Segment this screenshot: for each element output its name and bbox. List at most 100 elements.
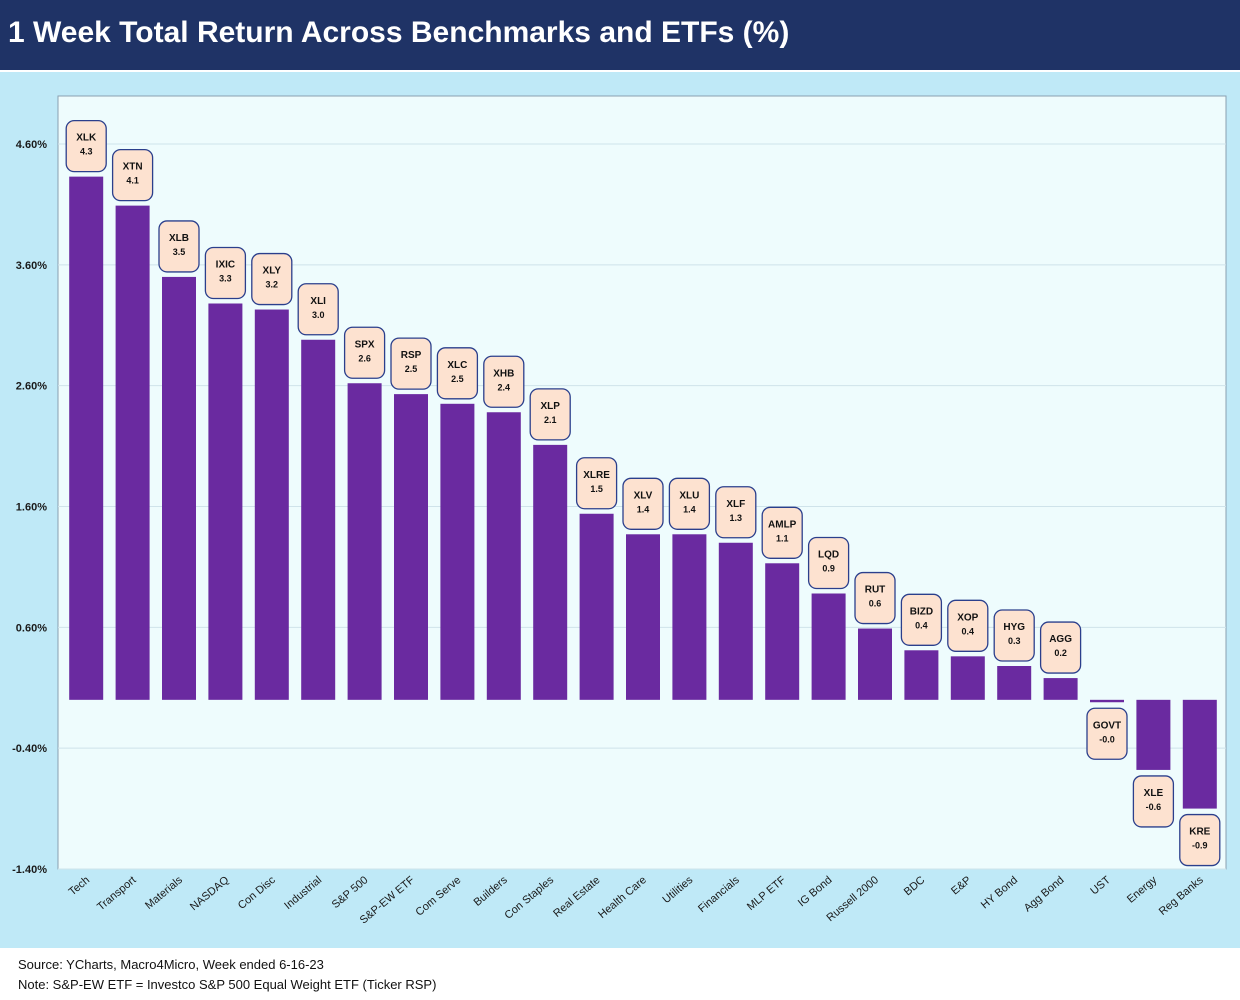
bar-chart: 4.60% 3.60% 2.60% 1.60% 0.60% -0.40% -1.40% XLK… (12, 95, 1227, 927)
data-label-value: 2.4 (498, 382, 511, 392)
data-label-box (900, 593, 943, 646)
x-tick-label: Agg Bond (1022, 874, 1067, 914)
data-label-ticker: AMLP (768, 519, 797, 530)
data-label-box (854, 571, 896, 625)
data-label-ticker: XOP (957, 612, 978, 623)
bar-xlp (533, 444, 568, 700)
data-label-ticker: XLF (726, 499, 745, 510)
data-label-value: 0.6 (869, 599, 882, 609)
data-label-value: -0.6 (1146, 802, 1162, 812)
y-tick-label: 3.60% (16, 260, 47, 272)
y-tick-label: 4.60% (16, 139, 47, 151)
x-tick-label: HY Bond (979, 874, 1020, 911)
data-label-ticker: XHB (493, 368, 514, 379)
bar-xlf (718, 542, 753, 700)
data-label-ticker: XLB (169, 233, 189, 244)
data-label-box (947, 599, 989, 652)
x-tick-label: Real Estate (551, 874, 602, 920)
data-label-box (668, 477, 711, 530)
x-tick-label: UST (1088, 874, 1113, 898)
footer: Source: YCharts, Macro4Micro, Week ended… (0, 948, 1240, 1000)
data-label-ticker: LQD (818, 550, 839, 561)
data-label-value: 1.3 (730, 513, 743, 523)
data-label-ticker: XTN (123, 162, 143, 173)
x-tick-label: Utilities (660, 874, 695, 906)
data-label-ticker: HYG (1003, 622, 1025, 633)
data-label-ticker: XLE (1144, 788, 1164, 799)
data-label-ticker: IXIC (216, 260, 235, 271)
data-label-box (343, 326, 386, 379)
bar-hyg (997, 666, 1032, 700)
bar-lqd (811, 593, 846, 700)
data-label-value: 3.3 (219, 274, 232, 284)
data-label-value: -0.9 (1192, 841, 1208, 851)
data-label-box (483, 355, 525, 408)
data-label-box (65, 119, 107, 173)
x-tick-label: MLP ETF (745, 874, 788, 913)
data-label-ticker: SPX (355, 339, 375, 350)
data-label-value: 1.4 (683, 504, 696, 514)
data-label-value: 2.1 (544, 415, 557, 425)
bar-spx (347, 383, 382, 700)
bar-xli (301, 339, 336, 700)
bar-xlc (440, 403, 475, 700)
chart-title: 1 Week Total Return Across Benchmarks an… (8, 16, 790, 49)
x-tick-label: Energy (1125, 874, 1160, 906)
data-label-ticker: XLRE (583, 470, 610, 481)
y-tick-label: -0.40% (12, 743, 47, 755)
x-tick-label: E&P (949, 874, 974, 897)
x-tick-label: IG Bond (796, 874, 835, 909)
data-label-value: -0.0 (1099, 734, 1115, 744)
data-label-box (575, 457, 618, 510)
data-label-value: 4.1 (126, 176, 139, 186)
data-label-value: 1.4 (637, 504, 650, 514)
x-tick-label: S&P 500 (330, 874, 371, 911)
data-label-box (715, 486, 757, 539)
data-label-box (807, 536, 850, 590)
data-label-ticker: XLV (634, 490, 653, 501)
data-label-box (251, 252, 293, 306)
x-tick-label: BDC (902, 874, 928, 898)
x-tick-label: Transport (95, 874, 138, 913)
data-label-box (1039, 621, 1082, 674)
bar-xlv (626, 534, 660, 700)
data-label-box (1086, 707, 1128, 760)
data-label-ticker: XLC (447, 360, 467, 371)
bar-xop (950, 656, 985, 700)
x-tick-label: Reg Banks (1157, 874, 1206, 918)
data-label-ticker: XLY (263, 266, 282, 277)
data-label-ticker: RUT (865, 585, 886, 596)
data-label-value: 4.3 (80, 147, 93, 157)
data-label-box (1132, 775, 1175, 828)
data-label-value: 0.4 (962, 626, 975, 636)
data-label-ticker: BIZD (910, 606, 933, 617)
data-label-box (204, 246, 247, 300)
x-tick-label: Materials (143, 874, 185, 912)
x-tick-label: Health Care (596, 874, 649, 921)
bar-xlb (162, 276, 196, 700)
data-label-value: 2.5 (451, 374, 464, 384)
data-label-box (622, 477, 664, 530)
bar-ixic (208, 303, 243, 700)
bar-xtn (115, 205, 150, 700)
data-label-value: 2.5 (405, 364, 418, 374)
bar-amlp (765, 563, 800, 700)
data-label-box (297, 283, 339, 336)
bar-kre (1182, 699, 1217, 809)
definition-note: Note: S&P-EW ETF = Investco S&P 500 Equa… (18, 977, 437, 992)
x-tick-label: Con Staples (503, 874, 557, 922)
data-label-box (158, 220, 200, 273)
data-label-value: 1.1 (776, 533, 789, 543)
data-label-value: 2.6 (358, 353, 371, 363)
bar-xly (254, 309, 289, 700)
data-label-value: 3.0 (312, 310, 325, 320)
bar-rut (858, 628, 892, 700)
data-label-box (390, 337, 432, 390)
y-tick-label: 2.60% (16, 381, 47, 393)
data-label-box (436, 347, 479, 400)
data-label-value: 0.3 (1008, 636, 1021, 646)
data-label-ticker: XLP (540, 401, 560, 412)
bar-rsp (394, 394, 428, 700)
bar-agg (1043, 678, 1078, 700)
bar-xlu (672, 534, 707, 700)
